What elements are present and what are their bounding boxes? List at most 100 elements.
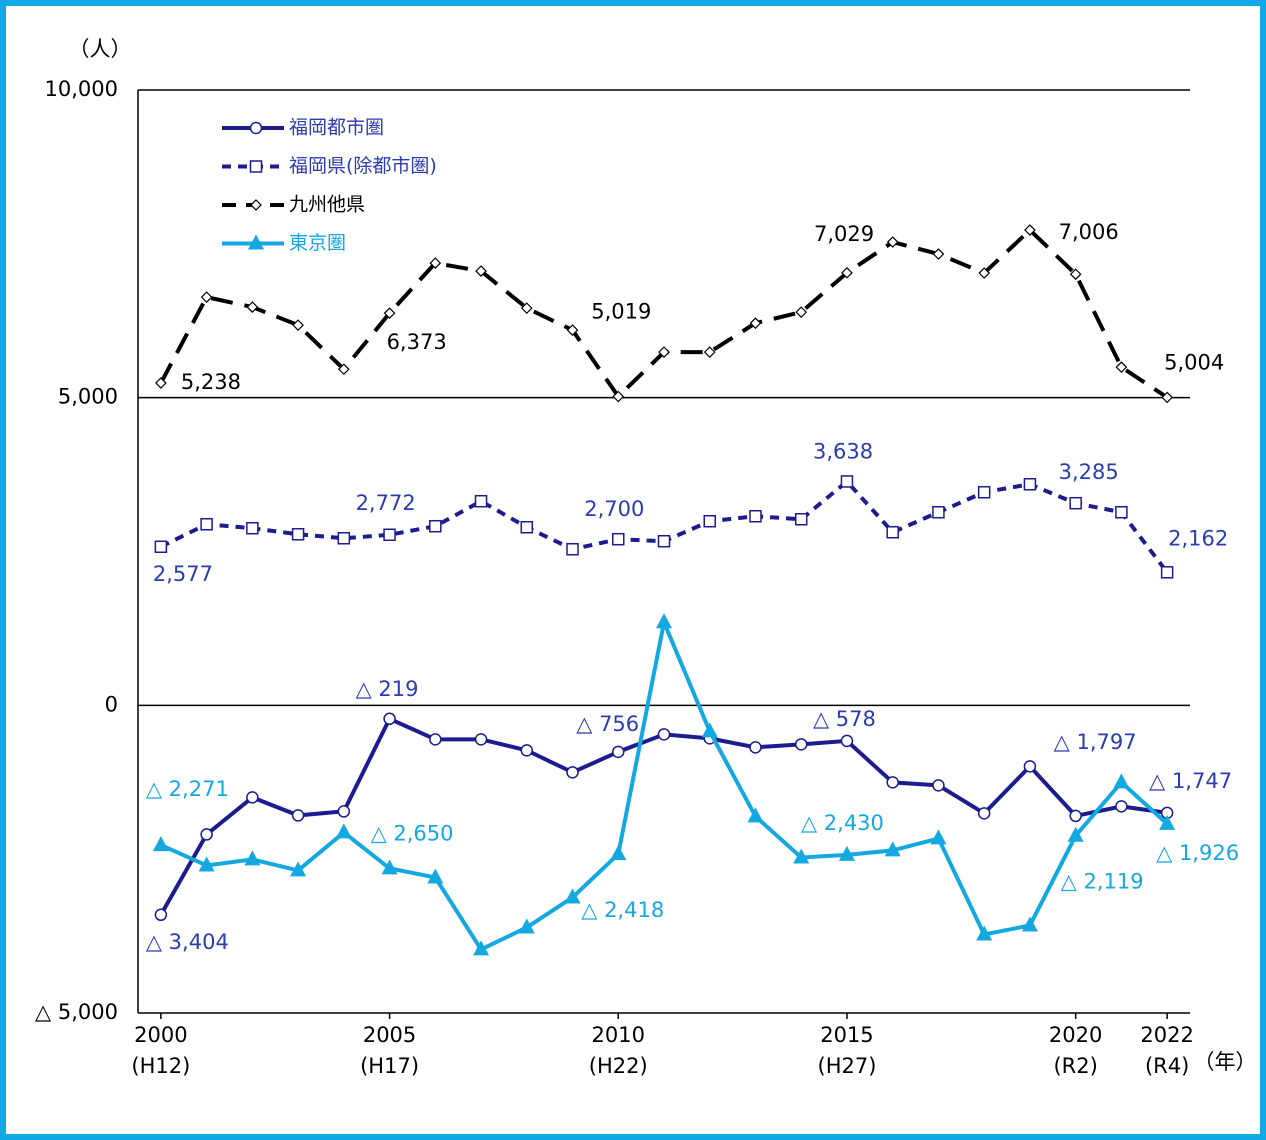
point bbox=[1113, 773, 1130, 789]
point bbox=[474, 494, 488, 508]
value-label: 3,285 bbox=[1059, 460, 1119, 484]
x-tick-era-label: (H22) bbox=[589, 1054, 648, 1078]
point bbox=[612, 745, 625, 759]
point bbox=[1069, 496, 1082, 510]
value-label: 2,577 bbox=[153, 562, 213, 586]
value-label: △ 2,271 bbox=[146, 777, 229, 801]
point bbox=[703, 514, 716, 528]
point bbox=[381, 859, 398, 875]
point bbox=[794, 738, 808, 751]
point bbox=[749, 509, 762, 523]
point bbox=[838, 845, 855, 861]
point bbox=[246, 791, 259, 804]
point bbox=[566, 324, 579, 336]
point bbox=[427, 868, 444, 884]
point bbox=[335, 823, 352, 839]
point bbox=[840, 475, 854, 488]
point bbox=[200, 828, 213, 841]
point bbox=[383, 712, 396, 726]
point bbox=[518, 918, 535, 934]
point bbox=[429, 519, 442, 533]
value-label: △ 2,119 bbox=[1061, 870, 1144, 894]
point bbox=[383, 307, 396, 320]
point bbox=[795, 306, 808, 318]
point bbox=[337, 363, 350, 376]
legend-marker bbox=[249, 121, 263, 135]
point bbox=[292, 319, 304, 331]
value-label: 7,006 bbox=[1059, 220, 1119, 244]
x-tick-label: 2015 bbox=[820, 1023, 873, 1047]
x-tick-era-label: (R4) bbox=[1145, 1054, 1189, 1078]
x-tick-era-label: (H12) bbox=[131, 1054, 190, 1078]
point bbox=[473, 940, 490, 956]
point bbox=[932, 248, 945, 260]
value-label: 3,638 bbox=[813, 439, 873, 463]
point bbox=[1021, 916, 1038, 932]
point bbox=[612, 390, 625, 403]
value-label: △ 2,430 bbox=[801, 811, 884, 835]
point bbox=[520, 744, 534, 757]
value-label: △ 219 bbox=[356, 677, 419, 701]
point bbox=[246, 521, 259, 535]
point bbox=[1115, 505, 1128, 519]
legend-marker bbox=[250, 199, 262, 211]
point bbox=[1115, 361, 1128, 373]
value-label: 5,238 bbox=[181, 370, 241, 394]
x-tick-era-label: (R2) bbox=[1053, 1054, 1097, 1078]
value-label: 2,772 bbox=[356, 491, 416, 515]
point bbox=[886, 776, 899, 789]
legend-label: 福岡都市圏 bbox=[289, 117, 384, 139]
value-label: △ 2,650 bbox=[371, 821, 454, 845]
point bbox=[290, 861, 307, 877]
point bbox=[1069, 268, 1082, 281]
point bbox=[1161, 391, 1173, 404]
legend-label: 福岡県(除都市圏) bbox=[289, 155, 437, 177]
point bbox=[429, 257, 442, 269]
y-tick-label: 10,000 bbox=[45, 77, 118, 101]
value-label: △ 578 bbox=[813, 707, 876, 731]
value-label: △ 1,797 bbox=[1054, 730, 1137, 754]
point bbox=[429, 733, 442, 746]
point bbox=[200, 291, 213, 303]
legend-marker bbox=[248, 234, 264, 250]
point bbox=[154, 540, 168, 554]
point bbox=[749, 741, 762, 754]
point bbox=[978, 267, 991, 279]
point bbox=[198, 856, 215, 872]
point bbox=[1024, 224, 1036, 236]
point bbox=[612, 532, 625, 546]
y-tick-label: 5,000 bbox=[58, 385, 118, 409]
point bbox=[564, 888, 581, 904]
point bbox=[793, 848, 810, 864]
point bbox=[1115, 800, 1128, 813]
point bbox=[976, 925, 993, 941]
x-tick-label: 2005 bbox=[363, 1023, 416, 1047]
point bbox=[154, 908, 168, 922]
point bbox=[475, 265, 487, 277]
point bbox=[337, 532, 351, 545]
value-label: △ 756 bbox=[576, 712, 639, 736]
y-tick-label: △ 5,000 bbox=[35, 1000, 118, 1024]
point bbox=[1159, 814, 1176, 830]
value-label: 2,162 bbox=[1168, 526, 1228, 550]
point bbox=[703, 346, 716, 358]
point bbox=[977, 807, 991, 820]
value-label: 2,700 bbox=[584, 497, 644, 521]
point bbox=[244, 850, 261, 866]
point bbox=[566, 542, 579, 556]
value-label: 5,019 bbox=[591, 299, 651, 323]
x-tick-label: 2000 bbox=[134, 1023, 187, 1047]
y-unit-label: （人） bbox=[69, 37, 132, 61]
point bbox=[884, 841, 901, 857]
point bbox=[474, 733, 488, 746]
point bbox=[152, 836, 169, 852]
point bbox=[200, 517, 213, 531]
point bbox=[291, 809, 305, 822]
point bbox=[1160, 566, 1174, 579]
legend-marker bbox=[249, 160, 263, 173]
point bbox=[566, 766, 579, 779]
point bbox=[749, 317, 762, 329]
point bbox=[886, 525, 899, 539]
